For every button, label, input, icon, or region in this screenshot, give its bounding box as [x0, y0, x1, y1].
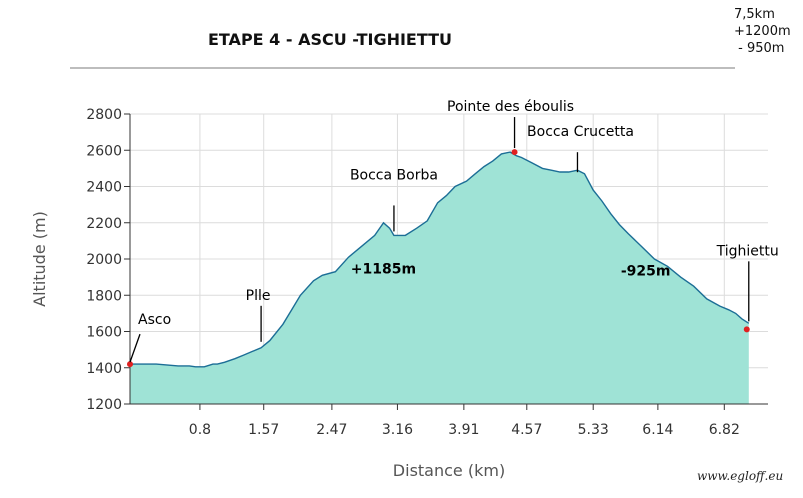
- credit-watermark: www.egloff.eu: [697, 469, 784, 483]
- label-bocca-borba: Bocca Borba: [350, 167, 438, 183]
- label-plle: Plle: [246, 288, 271, 304]
- title-divider: [70, 67, 735, 69]
- label-ascent-total: +1185m: [351, 262, 416, 278]
- profile-line: [130, 151, 750, 368]
- axes: [124, 113, 768, 410]
- x-tick-label: 6.82: [709, 422, 740, 438]
- y-tick-label: 2000: [86, 252, 122, 268]
- y-tick-label: 1800: [86, 288, 122, 304]
- marker-tighiettu: [743, 326, 750, 333]
- leader-asco: [129, 333, 141, 363]
- marker-asco: [127, 361, 133, 368]
- y-tick-label: 1600: [86, 325, 122, 341]
- stat-distance: 7,5km: [734, 7, 775, 22]
- y-tick-label: 2800: [86, 107, 122, 123]
- label-bocca-crucetta: Bocca Crucetta: [527, 124, 634, 140]
- profile-fill: [130, 152, 749, 404]
- y-axis-title: Altitude (m): [30, 211, 49, 307]
- y-tick-label: 2200: [86, 216, 122, 232]
- x-tick-label: 0.8: [189, 422, 211, 438]
- x-tick-label: 3.16: [382, 422, 413, 438]
- chart-title: ETAPE 4 - ASCU -TIGHIETTU: [207, 30, 453, 49]
- label-pointe-des-eboulis: Pointe des éboulis: [447, 99, 574, 115]
- label-descent-total: -925m: [621, 263, 671, 279]
- x-tick-label: 5.33: [578, 422, 609, 438]
- annotations: Asco Pointe des éboulis Tighiettu Plle Bocca…: [127, 99, 779, 368]
- marker-pointe-des-eboulis: [511, 149, 518, 156]
- y-tick-label: 2400: [86, 180, 122, 196]
- x-tick-label: 4.57: [511, 422, 542, 438]
- y-tick-label: 1400: [86, 361, 122, 377]
- x-axis-title: Distance (km): [393, 461, 505, 480]
- label-asco: Asco: [138, 312, 171, 328]
- stat-ascent: +1200m: [734, 24, 791, 39]
- tick-labels: 1200 1400 1600 1800 2000 2200 2400 2600 2800 0.8 1…: [86, 107, 740, 438]
- profile-area: [130, 151, 750, 404]
- x-tick-label: 3.91: [448, 422, 479, 438]
- label-tighiettu: Tighiettu: [716, 243, 779, 259]
- stat-descent: - 950m: [734, 41, 785, 56]
- x-tick-label: 2.47: [316, 422, 347, 438]
- x-tick-label: 6.14: [642, 422, 673, 438]
- y-tick-label: 1200: [86, 397, 122, 413]
- x-tick-label: 1.57: [248, 422, 279, 438]
- y-tick-label: 2600: [86, 143, 122, 159]
- stage-stats: 7,5km +1200m - 950m: [734, 6, 791, 57]
